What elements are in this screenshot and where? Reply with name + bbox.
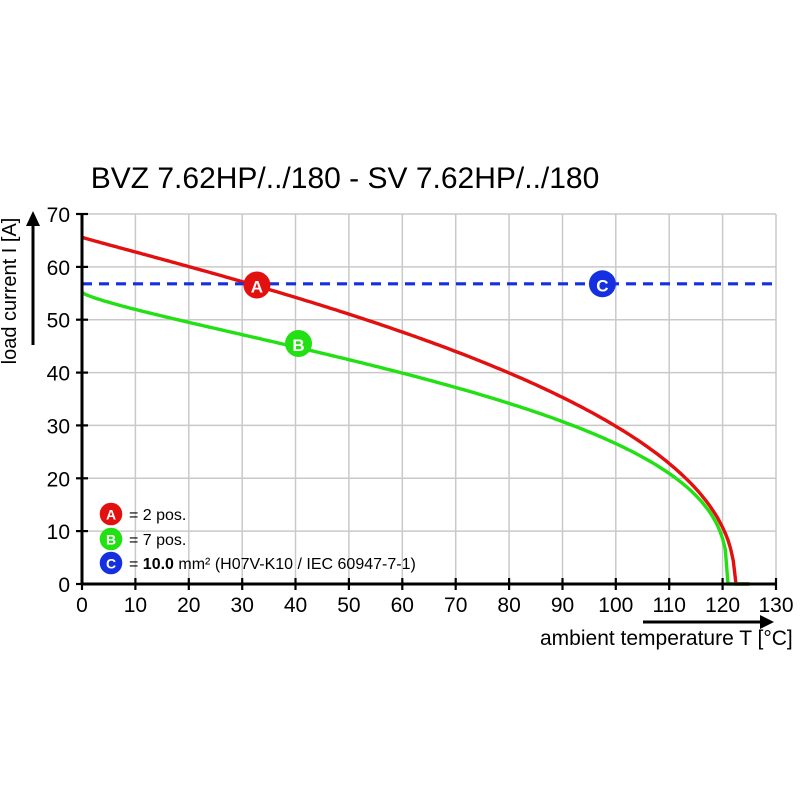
svg-text:0: 0: [58, 574, 70, 597]
svg-text:30: 30: [231, 594, 254, 617]
svg-text:B: B: [106, 532, 116, 548]
svg-text:40: 40: [284, 594, 307, 617]
svg-text:70: 70: [444, 594, 467, 617]
svg-text:A: A: [106, 507, 116, 523]
svg-text:120: 120: [705, 594, 740, 617]
svg-text:A: A: [251, 278, 263, 297]
svg-text:70: 70: [47, 204, 70, 227]
svg-text:0: 0: [76, 594, 88, 617]
svg-text:20: 20: [177, 594, 200, 617]
svg-text:ambient temperature T [°C]: ambient temperature T [°C]: [540, 627, 793, 650]
svg-text:= 10.0 mm² (H07V-K10 / IEC 609: = 10.0 mm² (H07V-K10 / IEC 60947-7-1): [129, 556, 416, 573]
svg-text:B: B: [292, 336, 304, 355]
svg-text:80: 80: [497, 594, 520, 617]
svg-text:10: 10: [47, 521, 70, 544]
svg-text:40: 40: [47, 363, 70, 386]
svg-text:130: 130: [758, 594, 793, 617]
svg-text:C: C: [106, 556, 116, 572]
svg-text:load current I [A]: load current I [A]: [0, 218, 21, 365]
svg-text:= 2 pos.: = 2 pos.: [129, 507, 186, 524]
svg-text:50: 50: [47, 310, 70, 333]
svg-text:60: 60: [47, 257, 70, 280]
svg-text:10: 10: [124, 594, 147, 617]
svg-text:C: C: [596, 276, 608, 295]
svg-text:BVZ 7.62HP/../180 - SV 7.62HP/: BVZ 7.62HP/../180 - SV 7.62HP/../180: [91, 162, 600, 195]
svg-text:60: 60: [391, 594, 414, 617]
svg-text:50: 50: [337, 594, 360, 617]
svg-text:100: 100: [598, 594, 633, 617]
svg-text:110: 110: [652, 594, 685, 617]
svg-text:30: 30: [47, 415, 70, 438]
svg-text:90: 90: [551, 594, 574, 617]
svg-text:20: 20: [47, 468, 70, 491]
svg-text:= 7 pos.: = 7 pos.: [129, 532, 186, 549]
